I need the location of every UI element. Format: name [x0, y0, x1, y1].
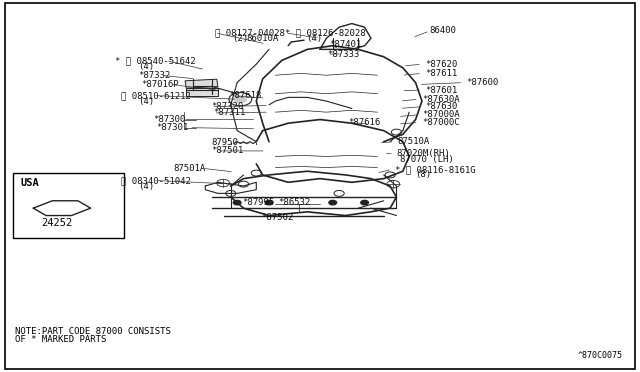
- Text: *87000C: *87000C: [422, 118, 460, 127]
- Text: (2): (2): [232, 34, 248, 43]
- Bar: [13, 173, 124, 238]
- Text: * Ⓑ 08116-8161G: * Ⓑ 08116-8161G: [395, 165, 476, 174]
- Text: (4): (4): [138, 182, 154, 190]
- Text: *87618: *87618: [230, 91, 262, 100]
- Circle shape: [234, 201, 241, 205]
- Circle shape: [329, 201, 337, 205]
- Text: *87401: *87401: [330, 41, 362, 49]
- Text: *87320: *87320: [212, 102, 244, 111]
- Text: *87332: *87332: [138, 71, 171, 80]
- Text: Ⓑ 08127-04028: Ⓑ 08127-04028: [215, 28, 285, 37]
- Text: *87601: *87601: [425, 86, 458, 94]
- Text: *87611: *87611: [425, 69, 458, 78]
- Circle shape: [265, 201, 273, 205]
- Text: *87333: *87333: [328, 50, 360, 59]
- Text: NOTE:PART CODE 87000 CONSISTS: NOTE:PART CODE 87000 CONSISTS: [15, 327, 172, 336]
- Text: 87510A: 87510A: [397, 137, 430, 146]
- Text: (4): (4): [138, 97, 154, 106]
- Text: *87502: *87502: [261, 213, 294, 222]
- Text: (4): (4): [306, 34, 322, 43]
- Text: *87000A: *87000A: [422, 110, 460, 119]
- Text: ^870C0075: ^870C0075: [578, 350, 623, 359]
- Text: 86010A: 86010A: [246, 34, 279, 43]
- Text: Ⓢ 08340-51042: Ⓢ 08340-51042: [121, 176, 191, 185]
- Text: Ⓢ 08510-61212: Ⓢ 08510-61212: [121, 91, 191, 100]
- Circle shape: [234, 96, 246, 103]
- Text: (4): (4): [138, 61, 154, 71]
- Text: * Ⓑ 08126-82028: * Ⓑ 08126-82028: [285, 28, 365, 37]
- Circle shape: [361, 201, 369, 205]
- Text: * Ⓢ 08540-51642: * Ⓢ 08540-51642: [115, 56, 195, 65]
- Text: *87616: *87616: [349, 118, 381, 127]
- Text: *86532: *86532: [278, 198, 311, 207]
- Text: *87630: *87630: [425, 102, 458, 111]
- Text: 24252: 24252: [41, 218, 72, 228]
- Text: 86400: 86400: [429, 26, 456, 35]
- Bar: [186, 88, 218, 96]
- Text: OF * MARKED PARTS: OF * MARKED PARTS: [15, 335, 107, 344]
- Text: *87600: *87600: [467, 78, 499, 87]
- Text: *87620: *87620: [425, 60, 458, 69]
- Text: *87630A: *87630A: [422, 95, 460, 104]
- Text: *87301: *87301: [156, 123, 189, 132]
- Text: *87300: *87300: [153, 115, 186, 124]
- Text: USA: USA: [20, 178, 39, 188]
- Text: *87016P: *87016P: [141, 80, 179, 89]
- Text: (8): (8): [415, 170, 432, 179]
- Text: *87311: *87311: [214, 108, 246, 118]
- Text: 87950: 87950: [212, 138, 239, 147]
- Text: 87070 (LH): 87070 (LH): [399, 154, 453, 164]
- Bar: [185, 79, 218, 88]
- Text: 87501A: 87501A: [173, 164, 205, 173]
- Text: *87995: *87995: [243, 198, 275, 207]
- Text: *87501: *87501: [212, 147, 244, 155]
- Text: 87020M(RH): 87020M(RH): [396, 149, 450, 158]
